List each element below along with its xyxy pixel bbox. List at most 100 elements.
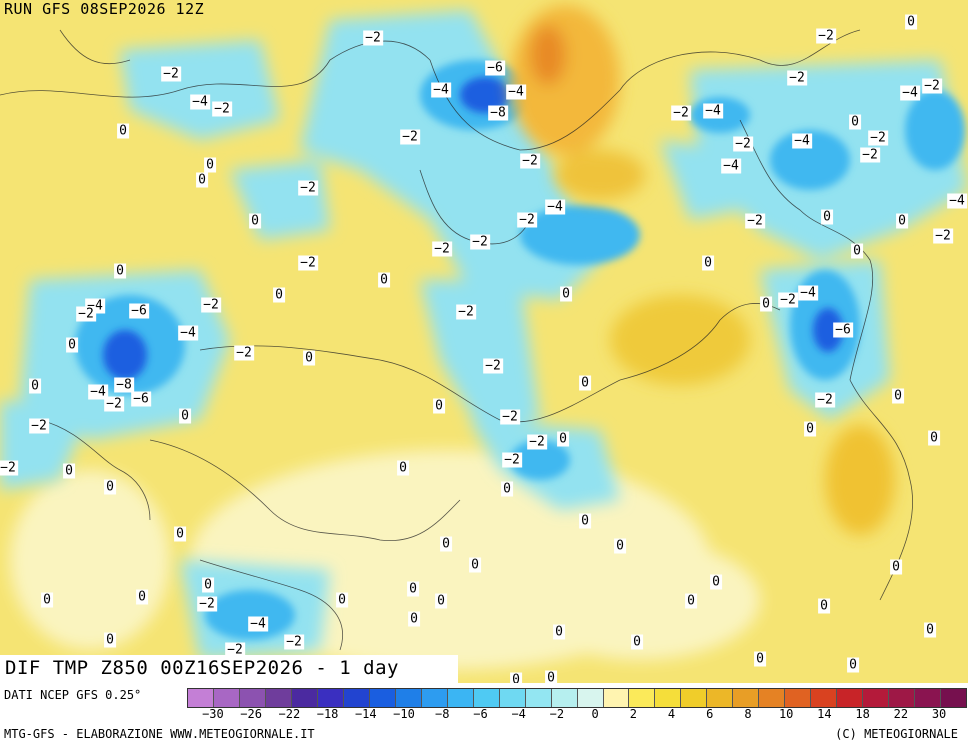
contour-label: −4 bbox=[248, 616, 268, 632]
contour-label: −2 bbox=[527, 434, 547, 450]
contour-label: 0 bbox=[435, 593, 447, 609]
contour-label: −2 bbox=[868, 130, 888, 146]
contour-label: −2 bbox=[76, 306, 96, 322]
credits-right: (C) METEOGIORNALE bbox=[835, 727, 958, 741]
contour-label: 0 bbox=[905, 14, 917, 30]
legend-swatch bbox=[369, 689, 396, 707]
contour-label: 0 bbox=[510, 672, 522, 683]
legend-swatch bbox=[447, 689, 474, 707]
contour-label: −2 bbox=[104, 396, 124, 412]
contour-label: 0 bbox=[303, 350, 315, 366]
legend-tick: 4 bbox=[667, 707, 676, 721]
legend-swatch bbox=[473, 689, 500, 707]
contour-label: 0 bbox=[136, 589, 148, 605]
legend-tick: 14 bbox=[817, 707, 832, 721]
legend-tick: −22 bbox=[278, 707, 301, 721]
color-legend-ticks: −30 −26 −22 −18 −14 −10 −8 −6 −4 −2 0 2 4 6 8 10 14 18 22 3… bbox=[187, 707, 967, 725]
contour-label: 0 bbox=[579, 375, 591, 391]
contour-label: −2 bbox=[197, 596, 217, 612]
legend-tick: −30 bbox=[202, 707, 224, 721]
contour-label: 0 bbox=[553, 624, 565, 640]
contour-label: 0 bbox=[174, 526, 186, 542]
data-source-label: DATI NCEP GFS 0.25° bbox=[4, 688, 142, 702]
contour-label: 0 bbox=[710, 574, 722, 590]
contour-label: −4 bbox=[900, 85, 920, 101]
contour-label: −2 bbox=[284, 634, 304, 650]
contour-label: −6 bbox=[833, 322, 853, 338]
legend-tick: −4 bbox=[511, 707, 526, 721]
legend-tick: 30 bbox=[931, 707, 947, 721]
contour-label: −6 bbox=[131, 391, 151, 407]
contour-label: 0 bbox=[685, 593, 697, 609]
contour-label: 0 bbox=[41, 592, 53, 608]
legend-swatch bbox=[759, 689, 786, 707]
contour-label: 0 bbox=[892, 388, 904, 404]
legend-swatch bbox=[915, 689, 942, 707]
contour-label: 0 bbox=[760, 296, 772, 312]
legend-tick: 8 bbox=[744, 707, 752, 721]
contour-label: 0 bbox=[501, 481, 513, 497]
contour-label: 0 bbox=[433, 398, 445, 414]
legend-swatch bbox=[837, 689, 864, 707]
contour-label: 0 bbox=[545, 670, 557, 683]
valid-time-box: DIF TMP Z850 00Z16SEP2026 - 1 day bbox=[0, 655, 458, 683]
contour-label: 0 bbox=[397, 460, 409, 476]
contour-label: −2 bbox=[500, 409, 520, 425]
legend-swatch bbox=[213, 689, 240, 707]
credits-left: MTG-GFS - ELABORAZIONE WWW.METEOGIORNALE… bbox=[4, 727, 315, 741]
contour-label: 0 bbox=[821, 209, 833, 225]
contour-label: −2 bbox=[816, 28, 836, 44]
contour-label: −4 bbox=[431, 82, 451, 98]
legend-swatch bbox=[265, 689, 292, 707]
legend-swatch bbox=[291, 689, 318, 707]
legend-swatch bbox=[421, 689, 448, 707]
contour-label: 0 bbox=[104, 479, 116, 495]
contour-label: 0 bbox=[754, 651, 766, 667]
contour-label: −2 bbox=[225, 642, 245, 658]
contour-label: −2 bbox=[933, 228, 953, 244]
contour-label: −2 bbox=[922, 78, 942, 94]
legend-tick: −8 bbox=[435, 707, 450, 721]
contour-label: 0 bbox=[63, 463, 75, 479]
contour-label: 0 bbox=[557, 431, 569, 447]
contour-label: −2 bbox=[815, 392, 835, 408]
temperature-anomaly-map: −2 −6 −2 0 −2 −4 −4 −2 −2 −4 −4 −2 −8 −2 −4 0 0 −2 −2 −4 −2−… bbox=[0, 0, 968, 683]
legend-tick: −2 bbox=[549, 707, 565, 721]
contour-label: −4 bbox=[947, 193, 967, 209]
legend-swatch bbox=[629, 689, 656, 707]
color-legend-bar bbox=[187, 688, 967, 708]
legend-tick: −6 bbox=[473, 707, 488, 721]
contour-label: 0 bbox=[928, 430, 940, 446]
contour-label: −2 bbox=[432, 241, 452, 257]
contour-label: 0 bbox=[202, 577, 214, 593]
run-title: RUN GFS 08SEP2026 12Z bbox=[4, 0, 205, 18]
map-field bbox=[0, 0, 968, 683]
contour-label: 0 bbox=[702, 255, 714, 271]
legend-swatch bbox=[395, 689, 422, 707]
legend-swatch bbox=[577, 689, 604, 707]
contour-label: −2 bbox=[363, 30, 383, 46]
contour-label: −2 bbox=[234, 345, 254, 361]
contour-label: 0 bbox=[204, 157, 216, 173]
legend-swatch bbox=[603, 689, 630, 707]
contour-label: 0 bbox=[114, 263, 126, 279]
contour-label: 0 bbox=[179, 408, 191, 424]
contour-label: −2 bbox=[29, 418, 49, 434]
legend-tick: 22 bbox=[893, 707, 909, 721]
legend-swatch bbox=[785, 689, 812, 707]
contour-label: −2 bbox=[520, 153, 540, 169]
contour-label: 0 bbox=[104, 632, 116, 648]
contour-label: −6 bbox=[485, 60, 505, 76]
contour-label: −2 bbox=[161, 66, 181, 82]
contour-label: −4 bbox=[792, 133, 812, 149]
legend-swatch bbox=[655, 689, 682, 707]
contour-label: −2 bbox=[201, 297, 221, 313]
contour-label: 0 bbox=[29, 378, 41, 394]
contour-label: 0 bbox=[117, 123, 129, 139]
legend-swatch bbox=[317, 689, 344, 707]
legend-tick: 18 bbox=[855, 707, 870, 721]
contour-label: −8 bbox=[488, 105, 508, 121]
contour-label: 0 bbox=[924, 622, 936, 638]
contour-label: −2 bbox=[778, 292, 798, 308]
contour-label: 0 bbox=[469, 557, 481, 573]
